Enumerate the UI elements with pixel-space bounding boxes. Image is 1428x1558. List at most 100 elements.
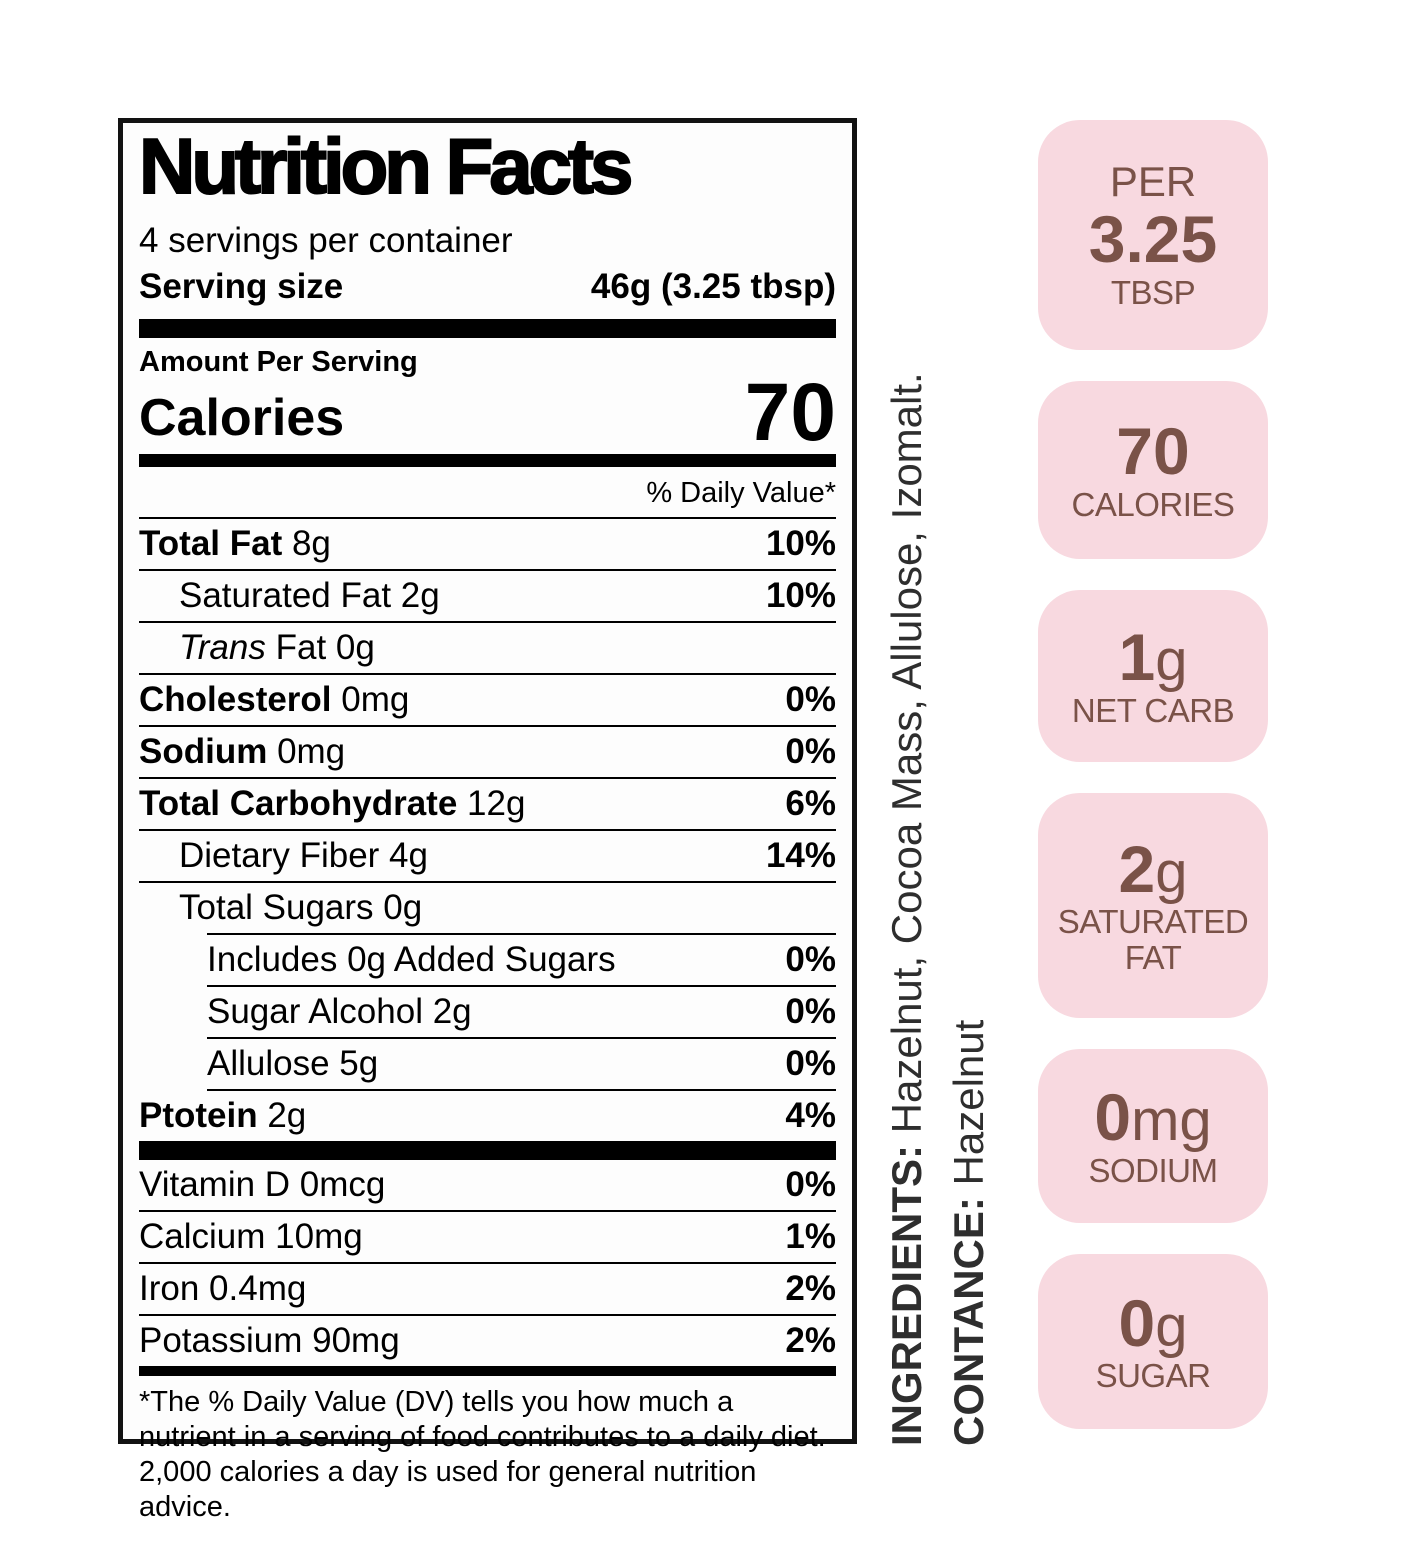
nutrient-row: Iron 0.4mg 2% xyxy=(139,1264,836,1314)
calories-label: Calories xyxy=(139,389,345,448)
badge-value: 0mg xyxy=(1094,1080,1212,1155)
badge-caption: TBSP xyxy=(1110,273,1196,311)
row-divider xyxy=(139,1261,836,1264)
row-divider xyxy=(139,1209,836,1212)
medium-divider-bar xyxy=(139,1365,836,1376)
contance-label: CONTANCE: xyxy=(945,1197,992,1446)
nutrition-badge: 0mg SODIUM xyxy=(1038,1049,1268,1223)
nutrient-daily-value: 1% xyxy=(785,1216,836,1256)
nutrient-name: Sugar Alcohol 2g xyxy=(207,991,472,1031)
nutrient-name: Allulose 5g xyxy=(207,1043,379,1083)
nutrient-name: Iron 0.4mg xyxy=(139,1268,307,1308)
nutrient-row: Saturated Fat 2g 10% xyxy=(139,571,836,621)
nutrient-rows-micronutrients: Vitamin D 0mcg 0% Calcium 10mg 1% Iron 0.4mg… xyxy=(139,1160,836,1366)
nutrient-daily-value: 0% xyxy=(785,1164,836,1204)
badge-caption: SUGAR xyxy=(1095,1357,1211,1394)
nutrient-daily-value: 10% xyxy=(765,523,836,563)
nutrient-name: Calcium 10mg xyxy=(139,1216,363,1256)
row-divider xyxy=(139,724,836,727)
nutrient-daily-value: 0% xyxy=(785,679,836,719)
nutrient-row: Allulose 5g 0% xyxy=(139,1039,836,1089)
calories-value: 70 xyxy=(744,366,836,458)
nutrition-facts-label: Nutrition Facts 4 servings per container… xyxy=(118,118,857,1523)
row-divider xyxy=(207,932,836,935)
nutrient-row: Vitamin D 0mcg 0% xyxy=(139,1160,836,1210)
nutrient-row: Cholesterol 0mg 0% xyxy=(139,675,836,725)
ingredients-label: INGREDIENTS: xyxy=(883,1144,930,1446)
nutrient-row: Sugar Alcohol 2g 0% xyxy=(139,987,836,1037)
nutrition-badge: PER 3.25 TBSP xyxy=(1038,120,1268,350)
medium-divider-bar xyxy=(139,453,836,467)
row-divider xyxy=(139,568,836,571)
nutrition-badge: 0g SUGAR xyxy=(1038,1254,1268,1429)
nutrient-name: Total Fat 8g xyxy=(139,523,331,563)
badge-caption: SATURATED FAT xyxy=(1057,902,1249,977)
nutrient-name: Saturated Fat 2g xyxy=(179,575,440,615)
nutrient-name: Trans Fat 0g xyxy=(179,627,375,667)
contance-line: CONTANCE: Hazelnut xyxy=(938,116,1000,1446)
nutrient-row: Calcium 10mg 1% xyxy=(139,1212,836,1262)
row-divider xyxy=(139,620,836,623)
badge-value: 3.25 xyxy=(1088,202,1218,277)
row-divider xyxy=(139,1313,836,1316)
nutrient-name: Sodium 0mg xyxy=(139,731,346,771)
amount-per-serving-label: Amount Per Serving xyxy=(139,345,418,378)
nutrient-row: Total Fat 8g 10% xyxy=(139,519,836,569)
badge-caption: SODIUM xyxy=(1088,1151,1219,1189)
nutrient-name: Total Carbohydrate 12g xyxy=(139,783,526,823)
daily-value-footnote: *The % Daily Value (DV) tells you how mu… xyxy=(139,1385,826,1523)
highlight-badges-column: PER 3.25 TBSP 70 CALORIES 1g NET CARB 2g SATURAT… xyxy=(1038,120,1268,1429)
servings-per-container: 4 servings per container xyxy=(139,220,513,260)
nutrition-badge: 2g SATURATED FAT xyxy=(1038,793,1268,1018)
nutrient-name: Includes 0g Added Sugars xyxy=(207,939,616,979)
nutrient-daily-value: 6% xyxy=(785,783,836,823)
ingredients-sidebar: INGREDIENTS: Hazelnut, Cocoa Mass, Allul… xyxy=(876,116,1000,1446)
nutrient-row: Trans Fat 0g xyxy=(139,623,836,673)
nutrient-rows-main: Total Fat 8g 10% Saturated Fat 2g 10% Trans … xyxy=(139,519,836,1141)
nutrient-daily-value: 14% xyxy=(765,835,836,875)
row-divider xyxy=(207,1088,836,1091)
nutrient-daily-value: 0% xyxy=(785,939,836,979)
badge-caption: CALORIES xyxy=(1071,485,1235,523)
calories-row: Calories 70 xyxy=(139,366,836,458)
nutrient-daily-value: 2% xyxy=(785,1320,836,1360)
row-divider xyxy=(139,880,836,883)
contance-value: Hazelnut xyxy=(945,1019,992,1186)
nutrient-daily-value: 2% xyxy=(785,1268,836,1308)
row-divider xyxy=(139,672,836,675)
daily-value-header: % Daily Value* xyxy=(139,467,836,519)
row-divider xyxy=(139,828,836,831)
badge-value: 1g xyxy=(1118,620,1188,695)
nutrient-row: Sodium 0mg 0% xyxy=(139,727,836,777)
badge-unit: g xyxy=(1155,1293,1188,1359)
badge-unit: mg xyxy=(1131,1088,1212,1154)
thick-divider-bar xyxy=(139,1140,836,1160)
nutrient-daily-value: 0% xyxy=(785,731,836,771)
badge-value: 0g xyxy=(1118,1285,1188,1360)
nutrient-daily-value: 10% xyxy=(765,575,836,615)
nutrient-name: Potassium 90mg xyxy=(139,1320,400,1360)
nutrient-name: Vitamin D 0mcg xyxy=(139,1164,386,1204)
nutrient-daily-value: 4% xyxy=(785,1095,836,1135)
nutrient-name: Total Sugars 0g xyxy=(179,887,423,927)
row-divider xyxy=(139,776,836,779)
ingredients-line: INGREDIENTS: Hazelnut, Cocoa Mass, Allul… xyxy=(876,116,938,1446)
nutrient-name: Cholesterol 0mg xyxy=(139,679,410,719)
label-title: Nutrition Facts xyxy=(138,122,634,210)
badge-value: 2g xyxy=(1118,831,1188,906)
badge-value: 70 xyxy=(1116,414,1190,489)
nutrient-row: Includes 0g Added Sugars 0% xyxy=(139,935,836,985)
badge-caption: NET CARB xyxy=(1071,691,1235,729)
serving-size-label: Serving size xyxy=(139,266,344,306)
nutrition-badge: 70 CALORIES xyxy=(1038,381,1268,559)
nutrient-row: Ptotein 2g 4% xyxy=(139,1091,836,1141)
nutrient-row: Potassium 90mg 2% xyxy=(139,1316,836,1366)
nutrient-row: Dietary Fiber 4g 14% xyxy=(139,831,836,881)
serving-size-value: 46g (3.25 tbsp) xyxy=(590,266,836,306)
nutrient-name: Ptotein 2g xyxy=(139,1095,307,1135)
row-divider xyxy=(207,1036,836,1039)
serving-size-row: Serving size 46g (3.25 tbsp) xyxy=(139,263,836,319)
badge-unit: g xyxy=(1155,839,1188,905)
badge-unit: g xyxy=(1155,628,1188,694)
badge-top-label: PER xyxy=(1109,158,1197,206)
